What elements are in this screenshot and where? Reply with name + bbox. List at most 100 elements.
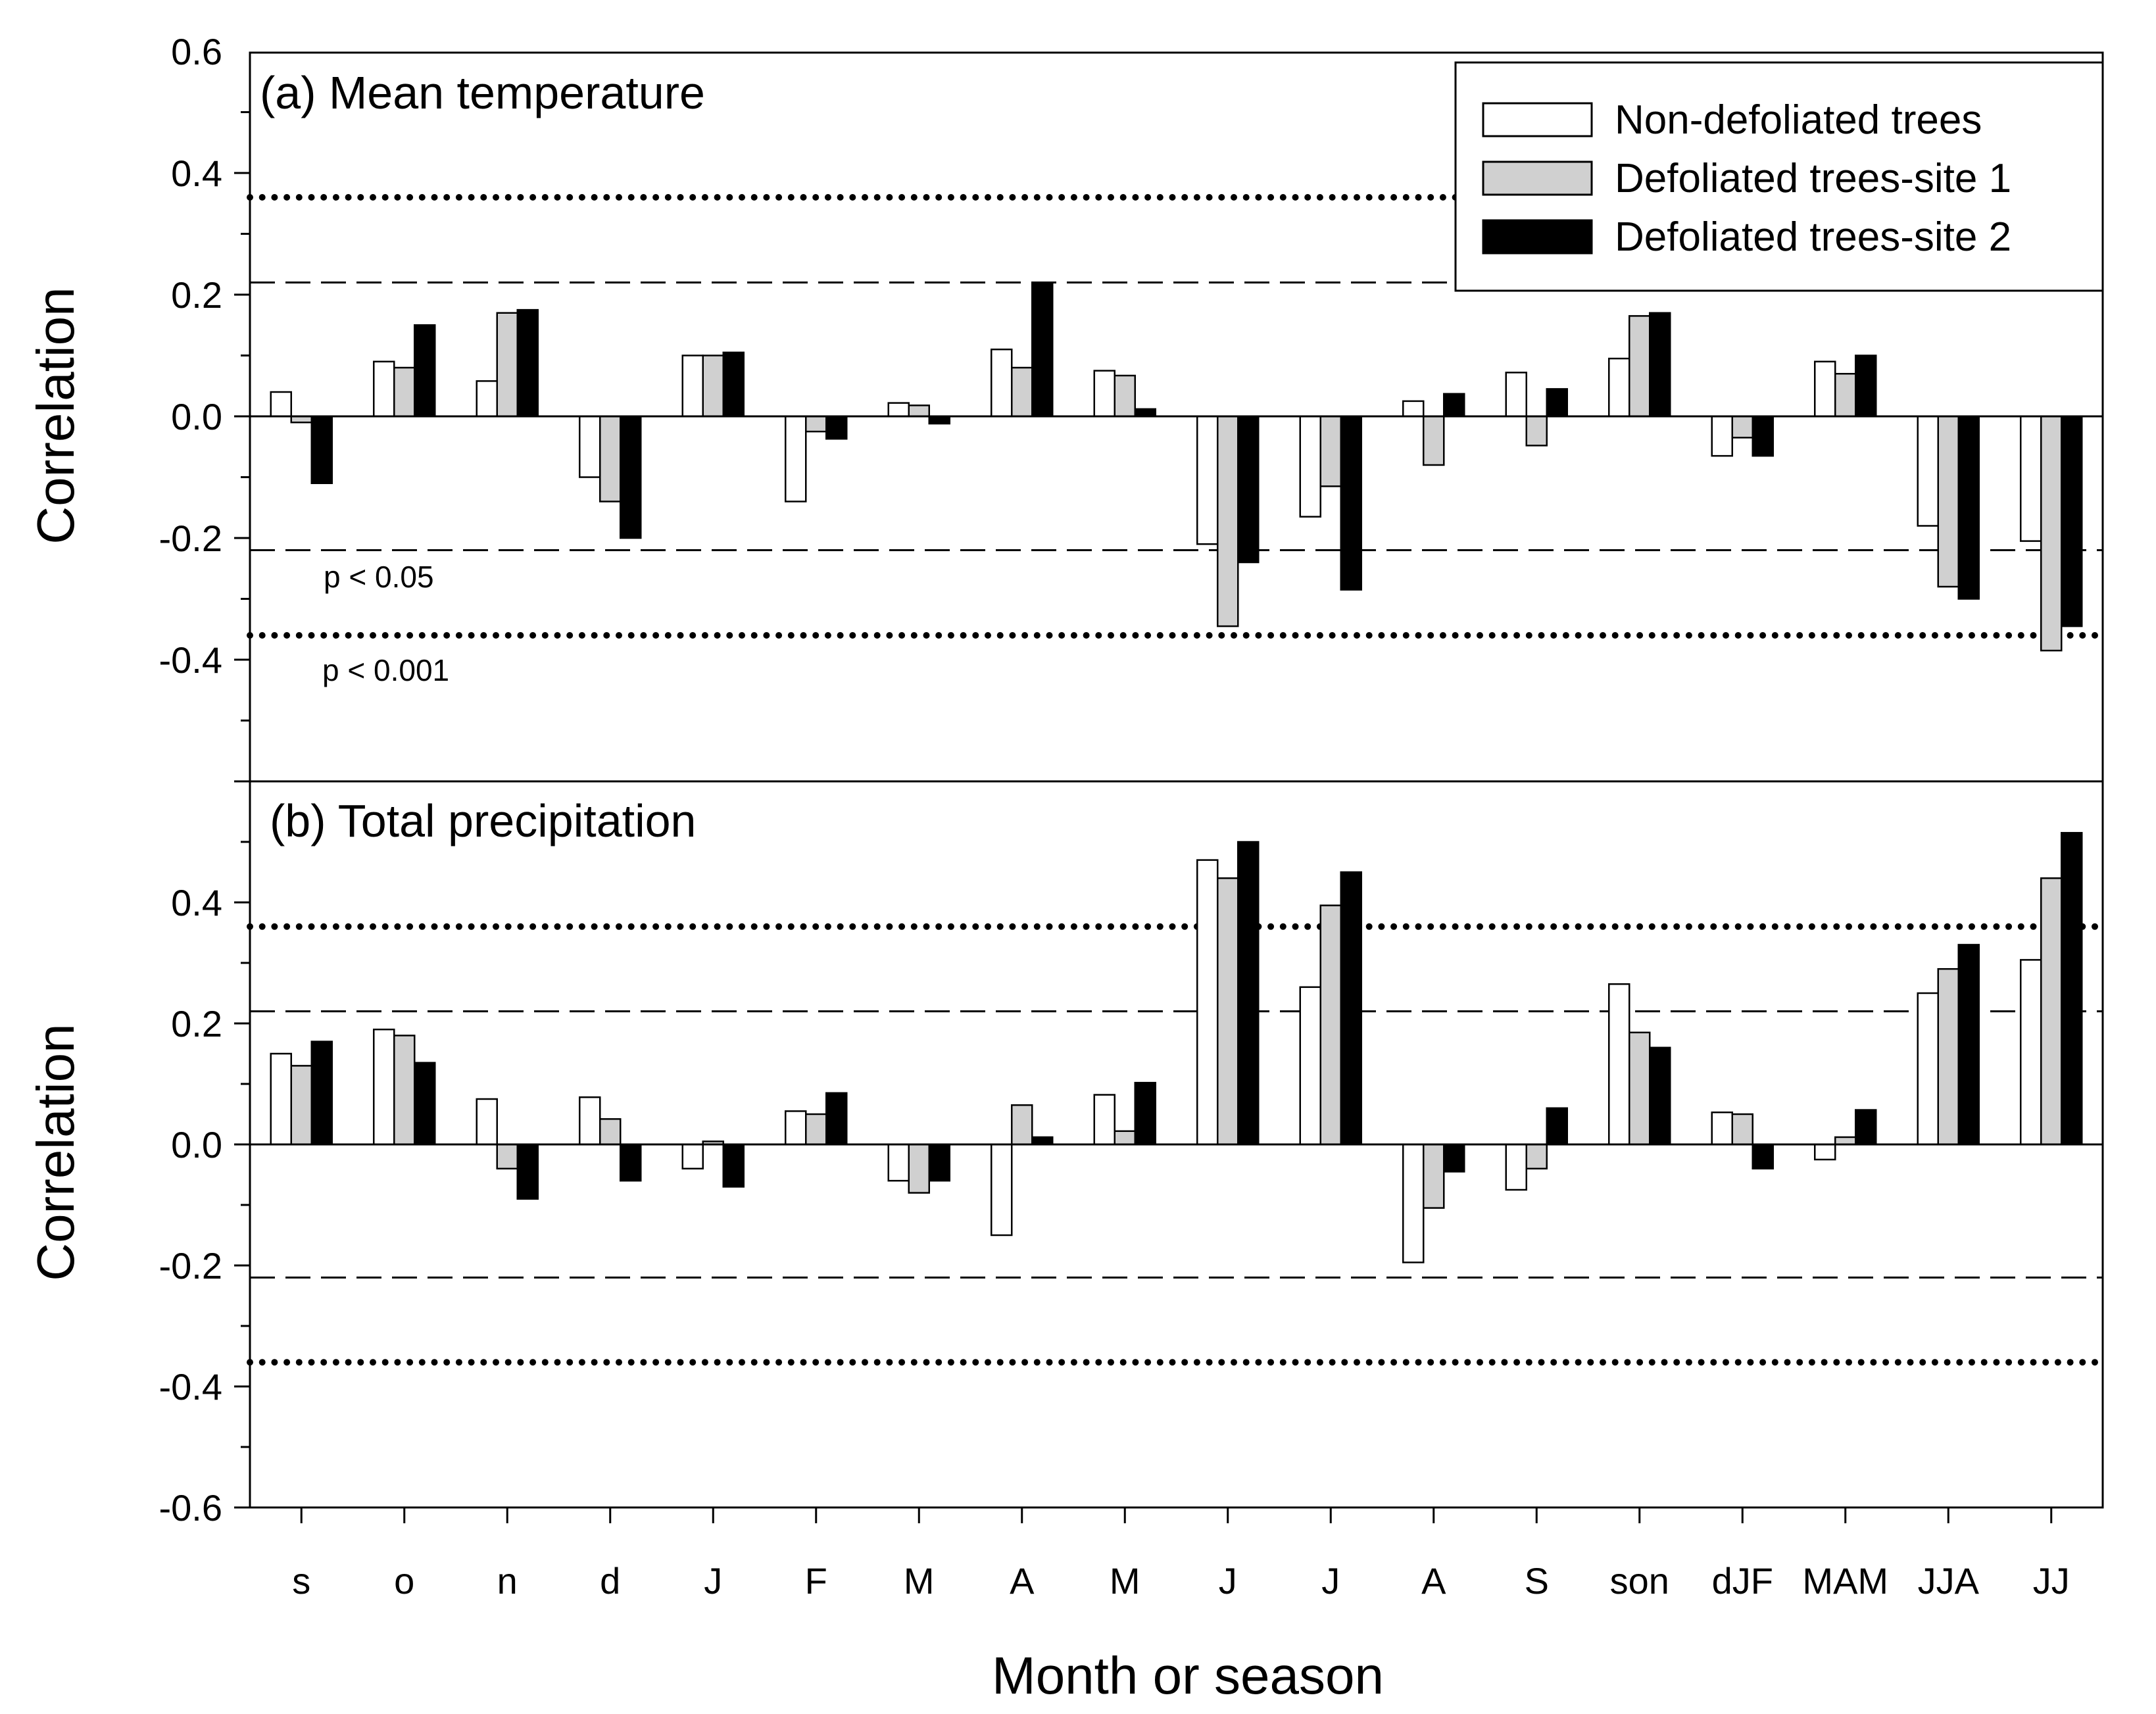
bar-b — [290, 1065, 312, 1146]
bar-b — [1114, 1130, 1136, 1146]
legend-label: Defoliated trees-site 1 — [1615, 156, 2011, 201]
x-tick-label: J — [704, 1560, 722, 1602]
bar-a — [1937, 415, 1959, 588]
bar-b — [785, 1110, 807, 1146]
y-tick-label-a: -0.4 — [159, 639, 223, 681]
legend-label: Non-defoliated trees — [1615, 97, 1982, 143]
bar-a — [310, 415, 333, 484]
bar-b — [805, 1113, 827, 1146]
legend: Non-defoliated trees Defoliated trees-sit… — [1454, 61, 2104, 292]
bar-a — [579, 415, 601, 478]
bar-a — [599, 415, 622, 502]
bar-a — [496, 312, 518, 418]
bar-a — [785, 415, 807, 502]
bar-a — [1217, 415, 1239, 627]
bar-a — [414, 324, 436, 418]
y-tick-label-b: 0.0 — [171, 1124, 222, 1165]
y-tick-label-a: 0.2 — [171, 274, 222, 316]
panel-a-mean-temperature: 0.6 0.4 0.2 0.0 -0.2 -0.4 — [159, 31, 2106, 783]
bar-b — [1237, 841, 1260, 1146]
x-tick-label: son — [1610, 1560, 1669, 1602]
bar-b — [2061, 831, 2083, 1146]
bar-b — [1093, 1094, 1115, 1146]
y-tick-label-a: -0.2 — [159, 518, 223, 559]
bar-b — [1217, 877, 1239, 1146]
y-tick-label-b: -0.6 — [159, 1487, 223, 1529]
bar-b — [414, 1062, 436, 1146]
bar-b — [928, 1143, 950, 1182]
bar-a — [1752, 415, 1774, 457]
bar-b — [1752, 1143, 1774, 1170]
bar-b — [1299, 986, 1321, 1146]
legend-swatch — [1482, 160, 1593, 196]
y-tick-label-b: -0.2 — [159, 1245, 223, 1286]
x-tick-label: S — [1525, 1560, 1549, 1602]
bar-b — [393, 1035, 416, 1146]
bar-a — [1505, 372, 1527, 418]
x-tick-label: A — [1010, 1560, 1035, 1602]
bar-a — [1649, 312, 1671, 418]
bar-b — [825, 1092, 848, 1146]
bar-b — [1402, 1143, 1425, 1263]
bar-b — [1443, 1143, 1465, 1173]
bar-b — [991, 1143, 1013, 1237]
bar-a — [2061, 415, 2083, 627]
bar-b — [1629, 1031, 1651, 1146]
bar-b — [1196, 859, 1219, 1146]
x-tick-label: M — [904, 1560, 935, 1602]
bar-b — [1011, 1104, 1033, 1146]
bar-a — [476, 380, 498, 418]
bar-b — [1731, 1113, 1753, 1146]
bar-a — [1340, 415, 1362, 591]
bar-a — [1525, 415, 1548, 447]
significance-label-p001: p < 0.001 — [322, 653, 449, 687]
bar-b — [1608, 983, 1630, 1146]
bar-a — [270, 391, 292, 418]
bar-a — [1237, 415, 1260, 564]
bar-b — [476, 1098, 498, 1146]
bar-a — [887, 402, 910, 418]
x-tick-label: d — [600, 1560, 620, 1602]
bar-b — [1134, 1081, 1156, 1146]
bar-a — [1629, 315, 1651, 418]
x-tick-label: J — [1219, 1560, 1237, 1602]
y-tick-label-b: 0.4 — [171, 882, 222, 923]
y-tick-label-a: 0.0 — [171, 396, 222, 437]
y-axis-title-a: Correlation — [26, 287, 85, 544]
x-tick-label: n — [497, 1560, 518, 1602]
bar-a — [681, 355, 704, 418]
y-tick-label-b: -0.4 — [159, 1366, 223, 1408]
bar-b — [620, 1143, 642, 1182]
bar-a — [1134, 408, 1156, 418]
y-axis-title-b: Correlation — [26, 1023, 85, 1281]
bar-a — [373, 360, 395, 418]
x-tick-label: A — [1421, 1560, 1446, 1602]
x-tick-label: F — [805, 1560, 827, 1602]
bar-b — [908, 1143, 930, 1194]
bar-b — [579, 1096, 601, 1146]
bar-b — [1505, 1143, 1527, 1191]
bar-b — [1937, 967, 1959, 1146]
bar-b — [1957, 944, 1980, 1146]
panel-b-title: (b) Total precipitation — [270, 795, 697, 846]
bar-a — [1711, 415, 1733, 457]
y-tick-label-a: 0.4 — [171, 153, 222, 194]
bar-b — [310, 1041, 333, 1146]
x-tick-label: s — [292, 1560, 310, 1602]
y-tick-label-a: 0.6 — [171, 31, 222, 72]
bar-b — [1340, 871, 1362, 1146]
x-tick-label: dJF — [1712, 1560, 1773, 1602]
bar-a — [1114, 374, 1136, 418]
bar-b — [1814, 1143, 1836, 1161]
bar-b — [2040, 877, 2063, 1146]
legend-label: Defoliated trees-site 2 — [1615, 214, 2011, 260]
bar-b — [722, 1143, 745, 1188]
bar-a — [1031, 282, 1054, 418]
bar-b — [1649, 1046, 1671, 1146]
bar-b — [1031, 1136, 1054, 1146]
bar-a — [908, 404, 930, 418]
bar-a — [1011, 366, 1033, 418]
bar-b — [270, 1052, 292, 1146]
